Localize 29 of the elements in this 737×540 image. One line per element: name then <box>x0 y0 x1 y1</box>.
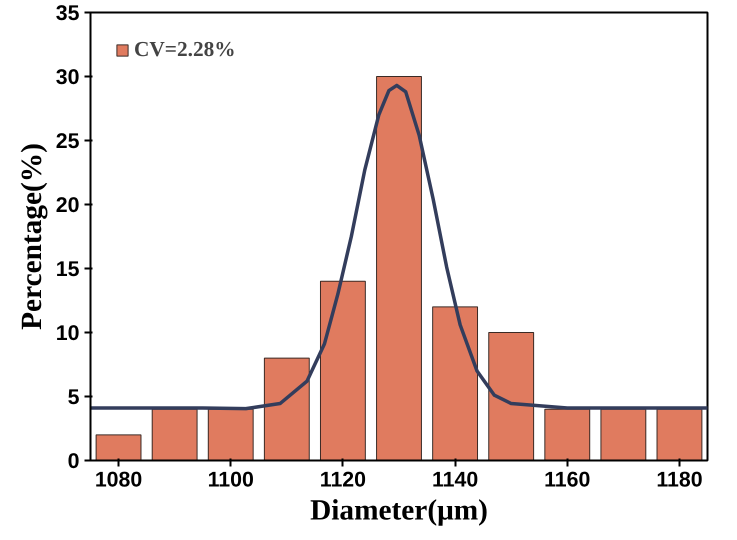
bar <box>432 306 478 460</box>
x-tick-label: 1100 <box>208 468 254 492</box>
legend-label: CV=2.28% <box>134 37 236 62</box>
y-tick-label: 0 <box>68 449 80 473</box>
bar <box>152 408 198 460</box>
bar <box>656 408 702 460</box>
line-series <box>90 84 708 410</box>
bar <box>376 76 422 460</box>
x-tick-label: 1160 <box>544 468 590 492</box>
bar <box>488 332 534 460</box>
bar <box>544 408 590 460</box>
y-axis-title: Percentage(%) <box>16 143 48 330</box>
y-tick-label: 30 <box>56 65 80 89</box>
bar <box>208 408 254 460</box>
x-axis-title: Diameter(μm) <box>310 494 488 526</box>
y-tick-label: 5 <box>68 385 80 409</box>
x-tick-label: 1120 <box>320 468 366 492</box>
x-tick-label: 1180 <box>656 468 703 492</box>
y-tick-label: 10 <box>56 321 80 345</box>
bar <box>320 280 366 460</box>
x-tick-label: 1080 <box>94 468 142 492</box>
bar <box>600 408 646 460</box>
bar <box>264 358 310 460</box>
x-tick-label: 1140 <box>432 468 478 492</box>
y-tick-label: 15 <box>56 257 80 281</box>
y-tick-label: 35 <box>56 1 80 25</box>
y-tick-label: 25 <box>56 129 80 153</box>
y-tick-label: 20 <box>56 193 80 217</box>
bar <box>96 434 142 460</box>
